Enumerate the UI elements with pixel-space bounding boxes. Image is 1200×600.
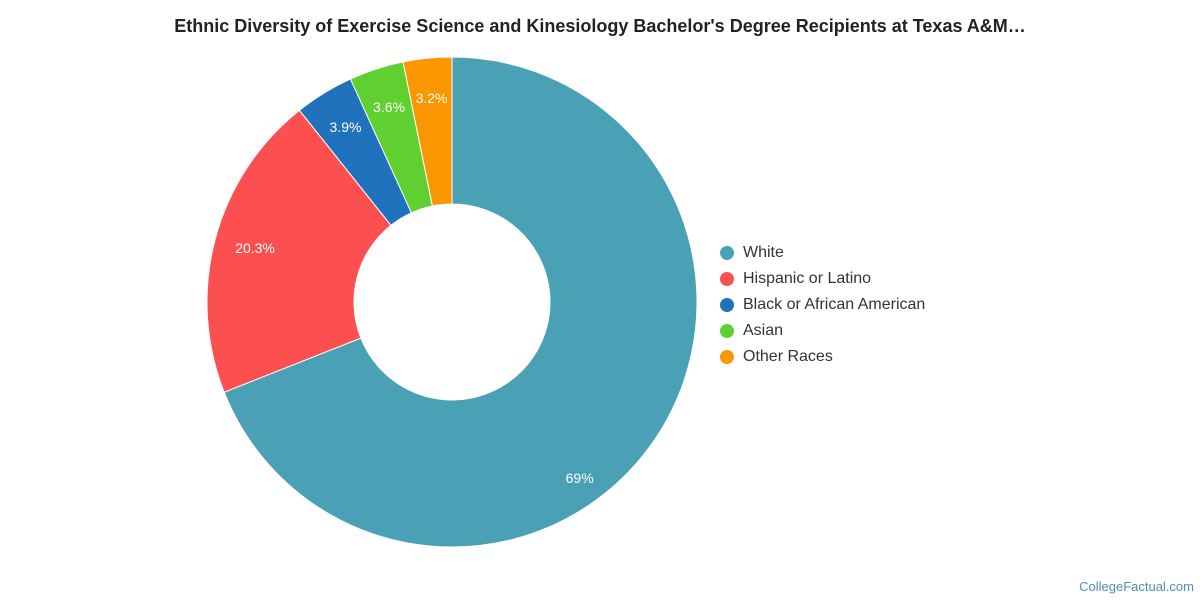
legend-swatch-black-or-african-american <box>720 298 734 312</box>
slice-label-white: 69% <box>566 470 594 486</box>
legend-item-black-or-african-american[interactable]: Black or African American <box>720 292 925 318</box>
slice-label-hispanic-or-latino: 20.3% <box>235 240 275 256</box>
chart-title: Ethnic Diversity of Exercise Science and… <box>174 16 1026 36</box>
slice-label-asian: 3.6% <box>373 99 405 115</box>
slice-other-races[interactable] <box>402 56 453 207</box>
donut-slices <box>206 56 698 548</box>
slice-labels: 69% 20.3% 3.9% 3.6% 3.2% <box>235 90 593 486</box>
slice-label-black-or-african-american: 3.9% <box>330 119 362 135</box>
legend-label-white: White <box>743 244 784 261</box>
legend-item-other-races[interactable]: Other Races <box>720 344 925 370</box>
legend-swatch-other-races <box>720 350 734 364</box>
legend-item-white[interactable]: White <box>720 240 925 266</box>
legend-swatch-hispanic-or-latino <box>720 272 734 286</box>
legend: White Hispanic or Latino Black or Africa… <box>720 240 925 370</box>
legend-item-asian[interactable]: Asian <box>720 318 925 344</box>
legend-label-hispanic-or-latino: Hispanic or Latino <box>743 270 872 287</box>
legend-swatch-white <box>720 246 734 260</box>
legend-label-asian: Asian <box>743 322 784 339</box>
slice-white[interactable] <box>223 56 698 548</box>
watermark-link[interactable]: CollegeFactual.com <box>1079 579 1194 594</box>
legend-label-black-or-african-american: Black or African American <box>743 296 926 313</box>
slice-label-other-races: 3.2% <box>416 90 448 106</box>
legend-item-hispanic-or-latino[interactable]: Hispanic or Latino <box>720 266 925 292</box>
legend-swatch-asian <box>720 324 734 338</box>
legend-label-other-races: Other Races <box>743 348 833 365</box>
slice-hispanic-or-latino[interactable] <box>206 109 392 393</box>
